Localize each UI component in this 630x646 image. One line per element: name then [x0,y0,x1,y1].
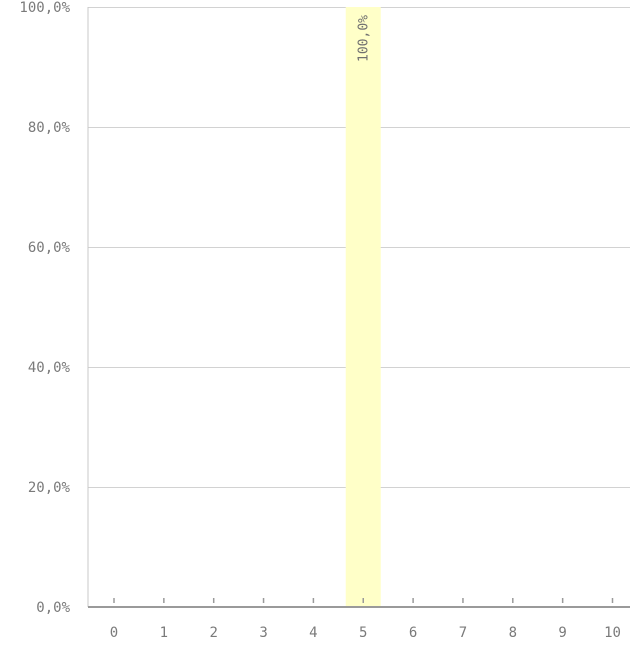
bars [345,7,381,607]
axes [87,7,630,608]
x-tick-label: 3 [259,625,267,641]
y-tick-label: 40,0% [28,360,71,376]
x-tick-label: 10 [604,625,621,641]
x-tick-label: 4 [309,625,317,641]
x-tick-label: 1 [160,625,168,641]
x-tick-label: 6 [409,625,417,641]
y-tick-label: 100,0% [19,0,70,16]
x-tick-label: 9 [558,625,566,641]
y-tick-labels: 0,0% 20,0% 40,0% 60,0% 80,0% 100,0% [19,0,70,616]
x-tick-label: 2 [209,625,217,641]
x-tick-labels: 0 1 2 3 4 5 6 7 8 9 10 [110,625,621,641]
y-tick-label: 80,0% [28,120,71,136]
x-tick-marks [113,598,614,603]
y-tick-label: 60,0% [28,240,71,256]
x-tick-label: 7 [459,625,467,641]
x-tick-label: 5 [359,625,367,641]
data-label: 100,0% [356,15,371,62]
x-tick-label: 0 [110,625,118,641]
data-labels: 100,0% [356,15,371,62]
bar [345,7,381,607]
y-tick-label: 0,0% [36,600,70,616]
y-tick-label: 20,0% [28,480,71,496]
x-tick-label: 8 [509,625,517,641]
